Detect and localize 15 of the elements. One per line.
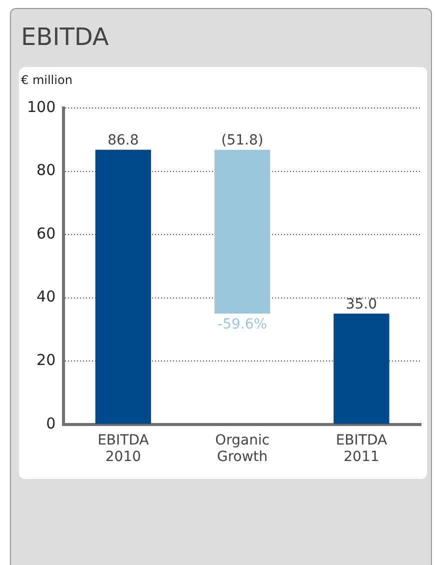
- y-axis-title: € million: [21, 73, 72, 87]
- x-tick-label: Organic Growth: [215, 432, 270, 466]
- data-label: (51.8): [221, 132, 264, 148]
- x-tick-label: EBITDA 2011: [336, 432, 388, 466]
- y-tick-label: 60: [36, 224, 56, 242]
- y-tick-label: 100: [26, 98, 56, 116]
- data-label: 86.8: [108, 132, 139, 148]
- annotation: -59.6%: [218, 316, 268, 332]
- y-tick-label: 80: [36, 161, 56, 180]
- x-tick-label: EBITDA 2010: [98, 432, 150, 466]
- y-tick-label: 20: [36, 351, 56, 370]
- y-tick-label: 0: [46, 414, 56, 432]
- chart-title: EBITDA: [21, 23, 109, 51]
- y-tick-label: 40: [36, 288, 56, 306]
- data-label: 35.0: [346, 296, 378, 312]
